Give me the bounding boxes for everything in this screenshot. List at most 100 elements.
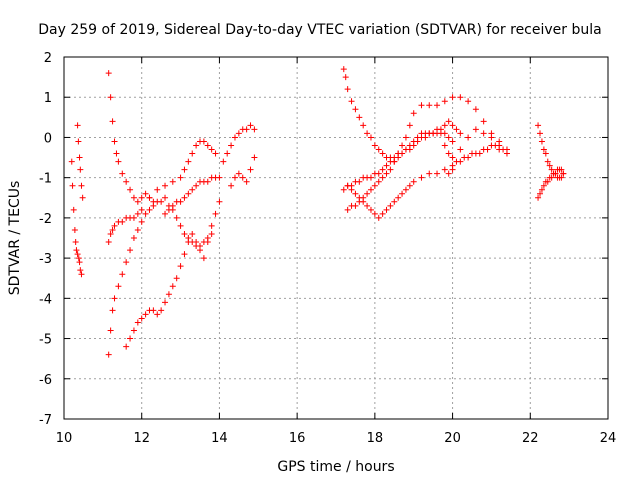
data-point [243, 178, 250, 185]
data-point [558, 166, 565, 173]
data-point [457, 146, 464, 153]
data-point [239, 174, 246, 181]
data-point [251, 126, 258, 133]
data-point [552, 170, 559, 177]
chart-title: Day 259 of 2019, Sidereal Day-to-day VTE… [38, 22, 601, 38]
data-point [538, 186, 545, 193]
data-point [109, 226, 116, 233]
data-point [71, 226, 78, 233]
data-point [540, 182, 547, 189]
data-point [173, 214, 180, 221]
data-point [371, 142, 378, 149]
data-point [379, 210, 386, 217]
data-point [449, 166, 456, 173]
data-point [480, 118, 487, 125]
data-point [352, 190, 359, 197]
data-point [457, 94, 464, 101]
data-point [441, 98, 448, 105]
data-point [342, 74, 349, 81]
data-point [391, 198, 398, 205]
data-point [379, 166, 386, 173]
data-point [138, 218, 145, 225]
data-point [371, 182, 378, 189]
data-point [402, 134, 409, 141]
data-point [231, 174, 238, 181]
data-point [181, 194, 188, 201]
data-point [449, 94, 456, 101]
data-point [119, 170, 126, 177]
data-point [158, 307, 165, 314]
data-point [127, 335, 134, 342]
data-point [115, 158, 122, 165]
data-point [113, 150, 120, 157]
data-points [68, 66, 567, 358]
data-point [496, 142, 503, 149]
data-point [356, 114, 363, 121]
data-point [558, 174, 565, 181]
data-point [177, 222, 184, 229]
plot-frame [63, 56, 609, 420]
series-arc5 [105, 138, 219, 246]
data-point [537, 190, 543, 197]
data-point [535, 194, 542, 201]
grid [64, 57, 608, 419]
data-point [127, 247, 134, 254]
data-point [231, 134, 238, 141]
data-point [418, 102, 425, 109]
data-point [119, 218, 126, 225]
data-point [162, 182, 169, 189]
data-point [426, 170, 433, 177]
data-point [449, 122, 456, 129]
data-point [162, 210, 169, 217]
y-tick-label: -1 [39, 172, 52, 187]
data-point [395, 194, 402, 201]
data-point [74, 122, 81, 129]
data-point [158, 198, 165, 205]
data-point [406, 122, 413, 129]
data-point [154, 311, 161, 318]
data-point [344, 206, 351, 213]
data-point [138, 194, 145, 201]
data-point [146, 206, 153, 213]
data-point [453, 126, 460, 133]
data-point [399, 142, 406, 149]
data-point [379, 150, 386, 157]
data-point [422, 134, 429, 141]
x-tick-label: 10 [56, 431, 73, 446]
data-point [488, 134, 495, 141]
data-point [169, 283, 176, 290]
data-point [548, 166, 555, 173]
data-point [356, 194, 363, 201]
data-point [115, 283, 122, 290]
y-tick-label: -3 [39, 252, 52, 267]
y-tick-label: -5 [39, 333, 52, 348]
data-point [348, 186, 355, 193]
data-point [154, 186, 161, 193]
y-tick-label: -6 [39, 373, 52, 388]
series-arc15 [445, 126, 510, 177]
data-point [123, 259, 130, 266]
data-point [503, 146, 510, 153]
x-tick-label: 12 [133, 431, 150, 446]
data-point [228, 182, 235, 189]
data-point [352, 106, 359, 113]
data-point [367, 134, 374, 141]
data-point [208, 146, 215, 153]
data-point [540, 146, 547, 153]
data-point [193, 142, 200, 149]
data-point [200, 255, 207, 262]
data-point [130, 327, 137, 334]
data-point [544, 158, 551, 165]
data-point [457, 158, 464, 165]
data-point [119, 271, 126, 278]
data-point [169, 178, 176, 185]
data-point [130, 214, 137, 221]
data-point [204, 142, 211, 149]
data-point [441, 122, 448, 129]
data-point [367, 186, 374, 193]
data-point [560, 170, 567, 177]
data-point [150, 202, 157, 209]
data-point [434, 102, 441, 109]
